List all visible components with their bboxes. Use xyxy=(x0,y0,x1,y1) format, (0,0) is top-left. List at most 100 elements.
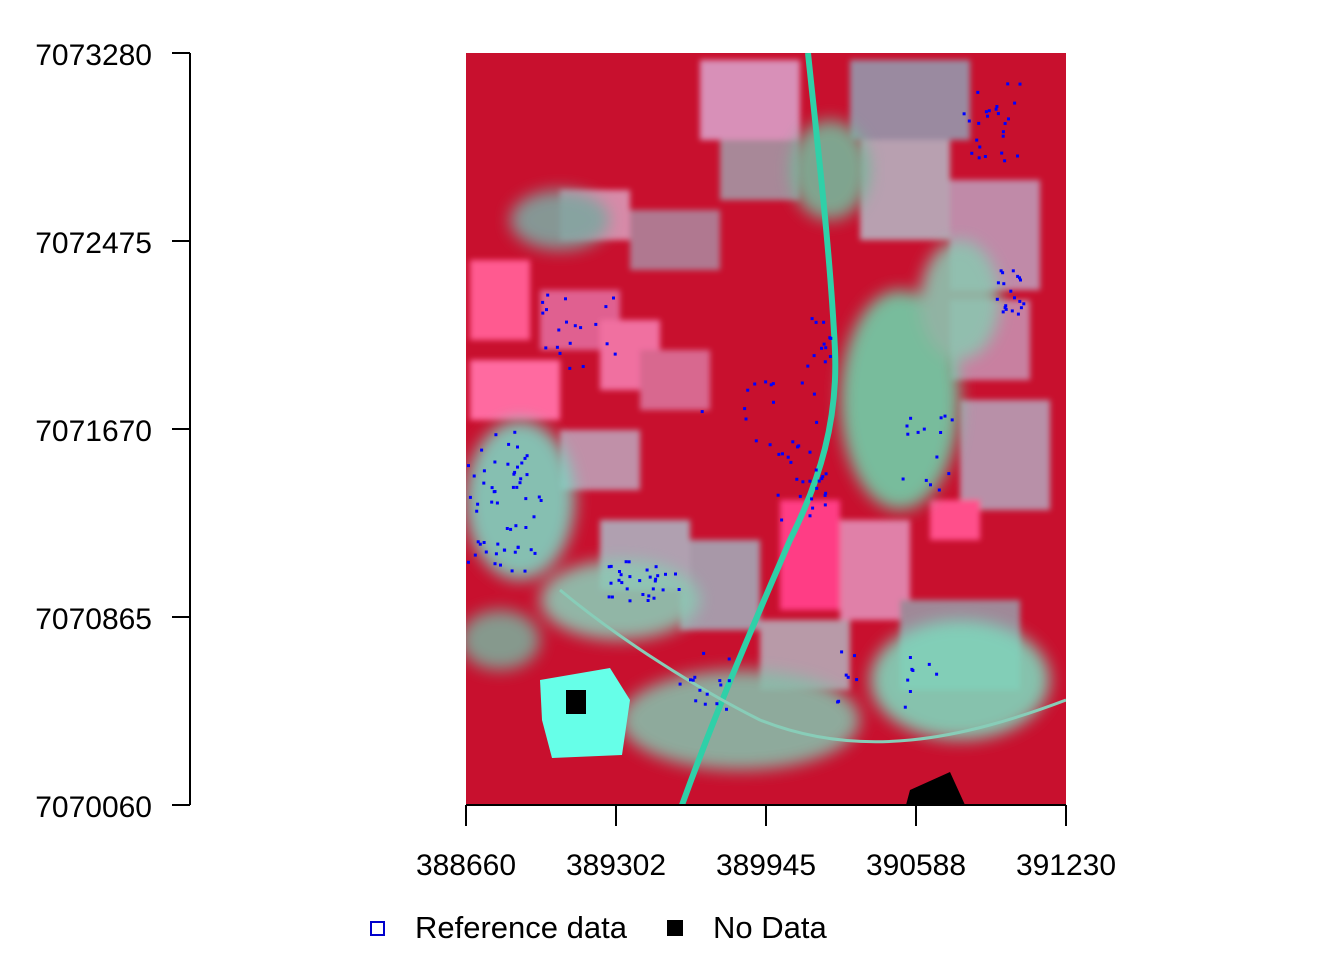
reference-point xyxy=(939,416,943,420)
reference-point xyxy=(1018,82,1022,86)
reference-point xyxy=(744,417,748,421)
reference-point xyxy=(771,382,775,386)
reference-point xyxy=(996,281,1000,285)
reference-point xyxy=(475,509,479,513)
reference-point xyxy=(995,297,999,301)
satellite-image xyxy=(461,53,1066,805)
y-axis: 7073280 7072475 7071670 7070865 7070060 xyxy=(35,39,191,824)
reference-point xyxy=(820,477,824,481)
reference-point xyxy=(947,472,951,476)
reference-point xyxy=(651,587,655,591)
reference-point xyxy=(581,365,585,368)
reference-point xyxy=(507,442,511,446)
reference-point xyxy=(823,360,827,364)
reference-point xyxy=(476,540,480,544)
reference-point xyxy=(808,479,812,483)
reference-point xyxy=(820,346,823,350)
reference-point xyxy=(524,497,528,501)
reference-point xyxy=(677,588,681,591)
reference-point xyxy=(1002,282,1006,286)
reference-point xyxy=(492,490,496,494)
reference-point xyxy=(950,418,954,422)
reference-point xyxy=(828,355,832,358)
reference-point xyxy=(727,657,731,661)
reference-point xyxy=(628,599,632,603)
reference-point xyxy=(565,320,568,324)
reference-point xyxy=(719,683,723,687)
reference-point xyxy=(494,433,498,437)
x-axis: 388660 389302 389945 390588 391230 xyxy=(416,804,1116,882)
reference-point xyxy=(1016,274,1020,278)
legend: Reference data No Data xyxy=(370,908,867,948)
reference-point xyxy=(664,572,667,576)
reference-point xyxy=(821,475,825,479)
reference-point xyxy=(1010,309,1014,313)
reference-point xyxy=(768,443,772,447)
reference-point xyxy=(495,501,499,505)
reference-point xyxy=(1019,306,1023,310)
reference-point xyxy=(619,573,623,577)
reference-point xyxy=(715,702,719,706)
reference-point xyxy=(610,595,614,599)
reference-point xyxy=(513,430,517,434)
reference-point xyxy=(903,705,907,709)
reference-point xyxy=(541,300,545,304)
reference-point xyxy=(525,454,529,458)
reference-point xyxy=(796,445,799,449)
reference-point xyxy=(901,477,905,481)
reference-point xyxy=(780,518,784,522)
reference-point xyxy=(984,110,988,114)
reference-point xyxy=(698,688,702,692)
reference-point xyxy=(822,320,826,324)
reference-point xyxy=(648,575,652,579)
reference-point xyxy=(654,565,658,569)
reference-point xyxy=(823,493,827,497)
x-tick-label: 389302 xyxy=(566,849,666,882)
reference-point xyxy=(986,114,989,118)
reference-point xyxy=(806,364,810,368)
reference-point xyxy=(609,564,613,568)
reference-point xyxy=(1011,269,1015,273)
reference-point xyxy=(516,445,519,449)
reference-point xyxy=(909,416,913,420)
reference-point xyxy=(499,563,502,567)
reference-point xyxy=(532,515,536,519)
reference-point xyxy=(607,595,611,599)
reference-point xyxy=(533,551,537,555)
reference-point xyxy=(609,581,613,585)
legend-item-reference-data: Reference data xyxy=(370,910,627,946)
reference-point xyxy=(513,470,517,474)
reference-point xyxy=(509,527,513,531)
reference-point xyxy=(817,479,821,483)
reference-point xyxy=(516,545,520,549)
reference-point xyxy=(967,119,971,123)
reference-point xyxy=(970,151,974,155)
reference-point xyxy=(828,336,832,340)
reference-point xyxy=(523,569,527,573)
reference-point xyxy=(937,488,941,492)
reference-point xyxy=(473,553,477,557)
reference-point xyxy=(808,514,812,518)
reference-point xyxy=(694,699,698,703)
reference-point xyxy=(1003,306,1007,310)
reference-point xyxy=(607,565,611,569)
reference-point xyxy=(618,570,621,573)
reference-point xyxy=(617,578,621,582)
reference-point xyxy=(927,662,931,666)
reference-point xyxy=(506,462,510,466)
reference-point xyxy=(646,599,650,602)
reference-point xyxy=(520,461,524,465)
reference-point xyxy=(515,485,519,489)
reference-point xyxy=(996,112,1000,116)
reference-point xyxy=(906,678,910,682)
reference-point xyxy=(837,699,841,703)
reference-point xyxy=(810,317,814,321)
reference-point xyxy=(1013,296,1016,300)
reference-point xyxy=(628,575,632,579)
reference-point xyxy=(976,90,980,94)
reference-point xyxy=(468,495,472,499)
reference-point xyxy=(461,520,464,523)
reference-point xyxy=(661,588,665,592)
reference-point xyxy=(524,526,528,529)
reference-point xyxy=(620,581,624,585)
